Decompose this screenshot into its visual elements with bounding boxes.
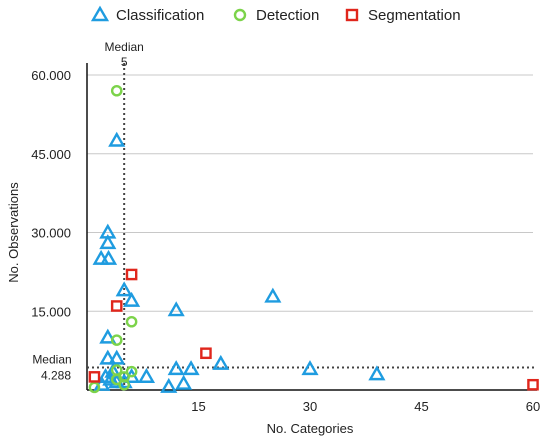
median-layer: Median 5 Median 4.288 [32, 40, 535, 390]
segmentation-point [125, 268, 138, 281]
classification-point [123, 291, 141, 307]
classification-point [182, 360, 200, 376]
segmentation-point [110, 300, 123, 312]
classification-point [160, 377, 178, 393]
x-tick-label: 45 [414, 399, 428, 414]
legend: Classification Detection Segmentation [90, 5, 461, 24]
detection-point [88, 381, 101, 394]
legend-label-classification: Classification [116, 7, 204, 24]
median-x-title: Median [104, 40, 143, 54]
legend-item-detection: Detection [233, 7, 319, 24]
classification-point [99, 328, 117, 344]
classification-point [99, 234, 117, 250]
classification-point [301, 360, 319, 376]
legend-item-classification: Classification [90, 5, 204, 24]
detection-point [110, 84, 123, 97]
legend-item-segmentation: Segmentation [345, 7, 461, 24]
classification-point [175, 374, 193, 390]
median-y-value: 4.288 [41, 368, 71, 382]
legend-label-detection: Detection [256, 7, 319, 24]
x-tick-label: 60 [526, 399, 540, 414]
axis-layer [86, 63, 537, 391]
x-axis-title: No. Categories [267, 421, 354, 436]
legend-circle-icon [233, 8, 247, 22]
legend-label-segmentation: Segmentation [368, 7, 461, 24]
legend-square-icon [345, 8, 359, 22]
classification-point [167, 301, 185, 317]
detection-point [125, 315, 138, 328]
classification-point [108, 349, 126, 365]
detection-point [118, 371, 130, 383]
classification-point [115, 281, 133, 297]
classification-point [137, 367, 156, 383]
y-tick-label: 45.000 [31, 147, 71, 162]
y-tick-label: 15.000 [31, 304, 71, 319]
median-x-value: 5 [121, 55, 128, 69]
classification-point [167, 360, 185, 376]
median-y-title: Median [32, 352, 71, 366]
grid-layer [87, 74, 533, 312]
classification-point [264, 287, 282, 303]
classification-point [212, 354, 230, 370]
y-tick-label: 30.000 [31, 226, 71, 241]
classification-point [99, 349, 117, 365]
classification-point [368, 365, 386, 381]
detection-point [118, 378, 130, 391]
detection-point [125, 365, 138, 378]
y-axis-title: No. Observations [6, 182, 21, 283]
y-tick-label: 60.000 [31, 68, 71, 83]
segmentation-point [88, 371, 101, 383]
legend-triangle-icon [90, 5, 110, 22]
x-tick-label: 15 [191, 399, 205, 414]
segmentation-point [200, 347, 212, 360]
data-point-layer [88, 84, 539, 394]
tick-label-layer: 15.000 30.000 45.000 60.000 15 30 45 60 [31, 68, 540, 414]
x-tick-label: 30 [303, 399, 317, 414]
classification-point [108, 131, 126, 147]
classification-point [99, 249, 118, 265]
detection-point [110, 334, 123, 346]
segmentation-point [527, 378, 539, 391]
